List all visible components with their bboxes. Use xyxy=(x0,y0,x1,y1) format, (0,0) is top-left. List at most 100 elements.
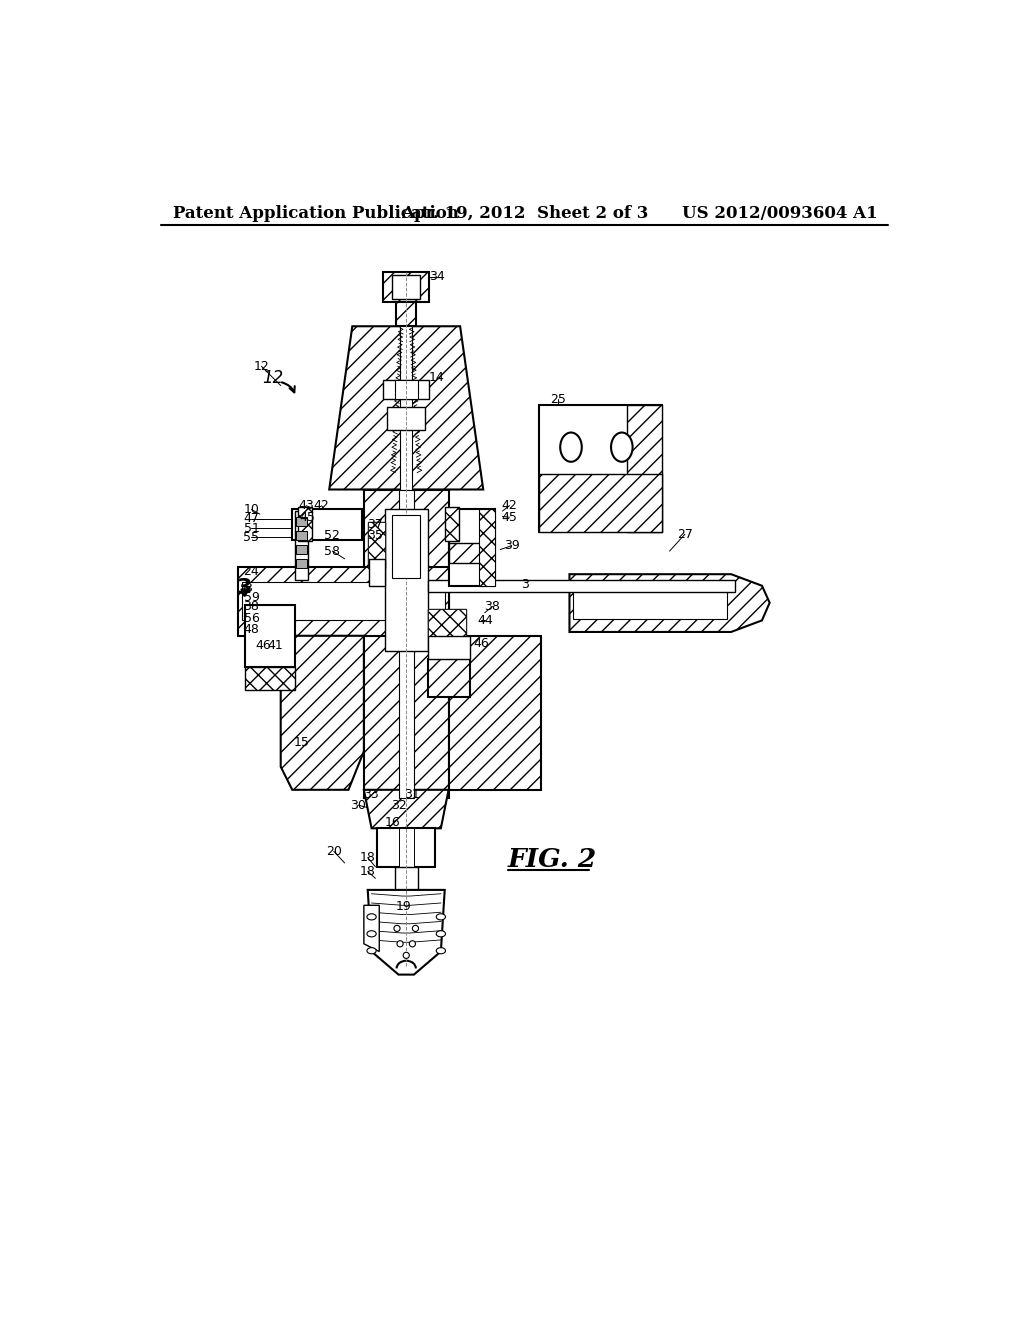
Text: 18: 18 xyxy=(359,851,376,865)
Text: 19: 19 xyxy=(396,900,412,913)
Bar xyxy=(394,380,418,400)
Bar xyxy=(628,405,662,532)
Bar xyxy=(385,508,428,651)
Text: 47: 47 xyxy=(244,512,259,525)
Bar xyxy=(449,508,495,586)
Circle shape xyxy=(413,925,419,932)
Bar xyxy=(296,517,307,527)
Bar xyxy=(239,566,449,636)
Ellipse shape xyxy=(436,931,445,937)
Text: 3: 3 xyxy=(244,582,252,594)
Text: 33: 33 xyxy=(362,788,379,801)
Text: 31: 31 xyxy=(403,788,420,801)
Bar xyxy=(539,405,662,532)
Text: 16: 16 xyxy=(384,816,400,829)
Text: 3: 3 xyxy=(521,578,528,591)
Text: 14: 14 xyxy=(429,371,444,384)
Bar xyxy=(295,511,308,581)
Text: 43: 43 xyxy=(298,499,314,512)
Bar xyxy=(370,558,385,586)
Bar xyxy=(383,272,429,302)
Bar xyxy=(394,867,418,890)
Bar xyxy=(243,582,444,620)
Text: 38: 38 xyxy=(244,601,259,612)
Text: 42: 42 xyxy=(502,499,517,512)
Text: 52: 52 xyxy=(325,529,340,543)
Circle shape xyxy=(410,941,416,946)
Polygon shape xyxy=(281,636,364,789)
Bar xyxy=(296,558,307,568)
Text: Apr. 19, 2012  Sheet 2 of 3: Apr. 19, 2012 Sheet 2 of 3 xyxy=(401,206,648,222)
Bar xyxy=(245,605,261,667)
Ellipse shape xyxy=(436,913,445,920)
Text: 38: 38 xyxy=(484,601,501,612)
Text: 45: 45 xyxy=(502,511,517,524)
Bar xyxy=(387,407,425,430)
Text: 24: 24 xyxy=(244,565,259,578)
Ellipse shape xyxy=(367,913,376,920)
Text: 48: 48 xyxy=(244,623,259,636)
Text: 39: 39 xyxy=(504,539,519,552)
Text: 46: 46 xyxy=(473,638,488,649)
Text: 55: 55 xyxy=(244,531,259,544)
Text: 32: 32 xyxy=(390,799,407,812)
Text: 30: 30 xyxy=(350,799,367,812)
Text: 37: 37 xyxy=(368,517,383,531)
Text: 27: 27 xyxy=(677,528,693,541)
Text: 18: 18 xyxy=(359,865,376,878)
Text: 10: 10 xyxy=(244,503,259,516)
Bar xyxy=(392,276,420,298)
Text: 20: 20 xyxy=(326,845,342,858)
Circle shape xyxy=(403,952,410,958)
Bar xyxy=(428,659,470,697)
Text: 12: 12 xyxy=(262,368,284,387)
Bar xyxy=(444,507,459,541)
Bar xyxy=(245,667,295,689)
Ellipse shape xyxy=(611,433,633,462)
Text: Patent Application Publication: Patent Application Publication xyxy=(173,206,459,222)
Polygon shape xyxy=(364,789,449,829)
Text: 45: 45 xyxy=(300,511,315,524)
Bar xyxy=(449,636,541,789)
Bar xyxy=(449,544,490,562)
Ellipse shape xyxy=(367,931,376,937)
Bar xyxy=(400,326,413,490)
Bar xyxy=(396,302,416,326)
Text: 46: 46 xyxy=(255,639,271,652)
Polygon shape xyxy=(569,574,770,632)
Bar xyxy=(398,490,414,797)
Text: 3: 3 xyxy=(237,578,252,598)
Circle shape xyxy=(397,941,403,946)
Ellipse shape xyxy=(436,948,445,954)
Bar xyxy=(368,521,385,568)
Text: 44: 44 xyxy=(477,614,493,627)
Polygon shape xyxy=(368,890,444,974)
Bar xyxy=(364,490,449,797)
Bar xyxy=(392,515,420,578)
Text: 51: 51 xyxy=(244,521,259,535)
Text: 58: 58 xyxy=(325,545,340,557)
Bar xyxy=(428,581,735,591)
Bar xyxy=(245,605,295,667)
Bar xyxy=(573,589,727,619)
Bar xyxy=(539,474,662,532)
Bar xyxy=(383,380,429,400)
Polygon shape xyxy=(364,906,379,952)
Bar xyxy=(292,508,361,540)
Circle shape xyxy=(394,925,400,932)
Bar xyxy=(377,829,435,867)
Ellipse shape xyxy=(560,433,582,462)
Text: 25: 25 xyxy=(550,393,566,407)
Text: 42: 42 xyxy=(313,499,330,512)
Text: 15: 15 xyxy=(294,735,309,748)
Text: 59: 59 xyxy=(244,591,259,603)
Bar xyxy=(298,507,312,541)
Bar xyxy=(296,531,307,540)
Bar xyxy=(428,609,466,636)
Text: 34: 34 xyxy=(429,271,444,284)
Text: 12: 12 xyxy=(254,360,269,372)
Ellipse shape xyxy=(367,948,376,954)
Text: FIG. 2: FIG. 2 xyxy=(508,846,597,871)
Text: US 2012/0093604 A1: US 2012/0093604 A1 xyxy=(682,206,878,222)
Text: 56: 56 xyxy=(244,611,259,624)
